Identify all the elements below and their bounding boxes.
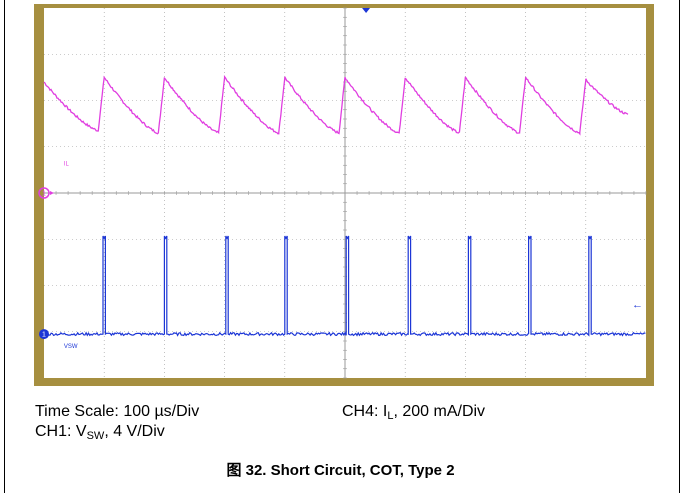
il-offset-arrow: [50, 191, 54, 195]
vsw-ground-marker-label: 1: [42, 332, 46, 339]
time-scale-caption: Time Scale: 100 µs/Div: [35, 403, 200, 420]
series-vsw-trace: [43, 235, 646, 337]
series-il-label: IL: [64, 161, 70, 167]
ch4-caption: CH4: IL, 200 mA/Div: [342, 403, 486, 422]
il-ground-marker: [38, 187, 50, 199]
vsw-ground-marker: [39, 329, 49, 340]
oscilloscope-plot: IL VSW 1 1 ←: [34, 4, 654, 386]
page-left-rule: [4, 0, 5, 493]
trigger-level-arrow: ←: [632, 299, 643, 311]
il-ground-marker-label: 1: [42, 191, 46, 198]
figure-title: 图 32. Short Circuit, COT, Type 2: [226, 462, 455, 479]
ch1-caption: CH1: VSW, 4 V/Div: [35, 423, 165, 442]
page-right-rule: [679, 0, 680, 493]
series-vsw-label: VSW: [64, 344, 78, 350]
trigger-marker: [362, 8, 371, 13]
series-il-trace: [43, 74, 629, 136]
